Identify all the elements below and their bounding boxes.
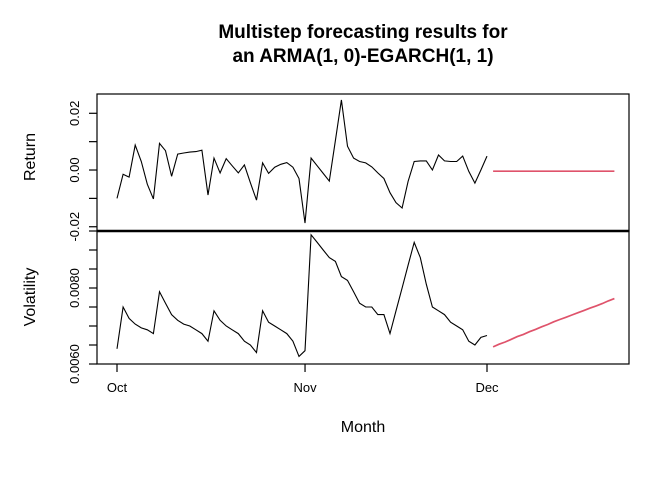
x-tick-label: Dec xyxy=(475,380,499,395)
y-tick-label: 0.0060 xyxy=(67,344,82,384)
volatility-panel-box xyxy=(96,230,630,365)
return-observed-line xyxy=(116,99,488,224)
chart-title: Multistep forecasting results for an ARM… xyxy=(54,21,672,69)
data-series xyxy=(116,99,615,358)
x-axis-label: Month xyxy=(340,419,386,436)
volatility-observed-line xyxy=(116,233,488,358)
y-tick-label: 0.00 xyxy=(67,157,82,182)
y-tick-label: 0.0080 xyxy=(67,268,82,308)
chart-title-line2: an ARMA(1, 0)-EGARCH(1, 1) xyxy=(232,46,494,67)
chart-title-line1: Multistep forecasting results for xyxy=(218,22,508,43)
axis-ticks: 0.02 0.00 -0.02 0.0080 0.0060 Oct Nov Dec xyxy=(67,101,499,395)
volatility-forecast-line xyxy=(492,297,615,348)
y-tick-label: 0.02 xyxy=(67,101,82,126)
x-tick-label: Nov xyxy=(293,380,317,395)
y-tick-label: -0.02 xyxy=(67,212,82,242)
x-tick-label: Oct xyxy=(107,380,128,395)
